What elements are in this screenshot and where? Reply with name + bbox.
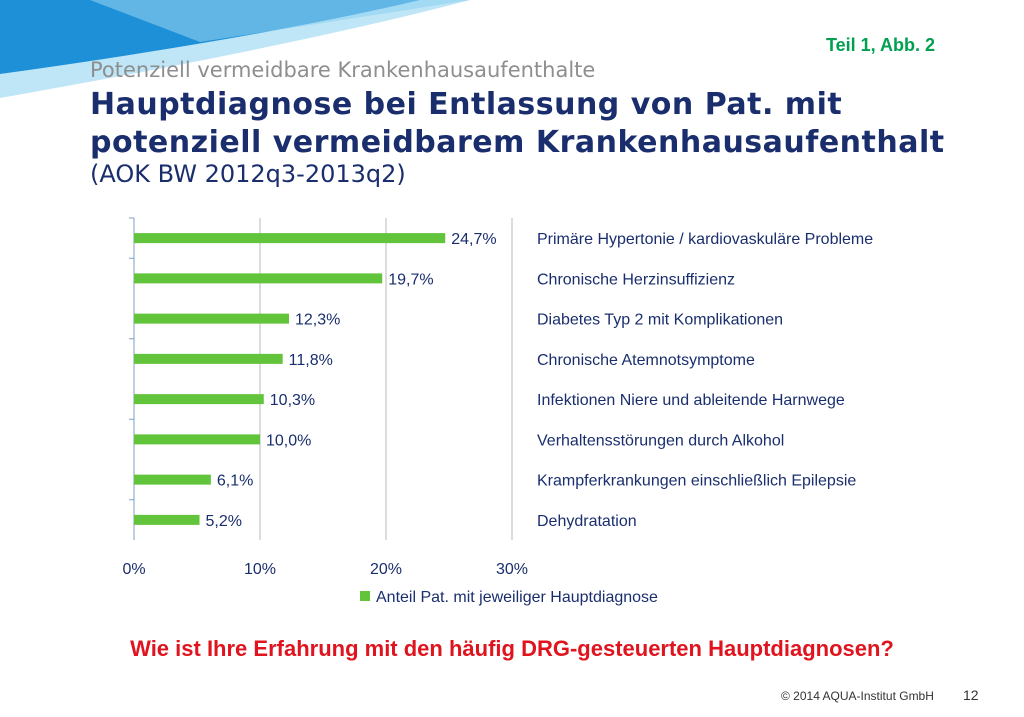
x-tick-labels: 0% 10% 20% 30% — [122, 561, 528, 578]
category-label: Dehydratation — [537, 513, 637, 530]
bar — [134, 273, 383, 284]
x-tick-label: 10% — [244, 561, 276, 578]
bar — [134, 313, 289, 324]
copyright-notice: © 2014 AQUA-Institut GmbH — [781, 689, 934, 703]
slide-title: Hauptdiagnose bei Entlassung von Pat. mi… — [90, 86, 945, 162]
value-labels: 24,7% 19,7% 12,3% 11,8% 10,3% 10,0% 6,1% 5,2% — [206, 231, 497, 530]
title-line-1: Hauptdiagnose bei Entlassung von Pat. mi… — [90, 87, 843, 122]
bars — [134, 233, 446, 525]
bar — [134, 353, 283, 364]
bar — [134, 233, 446, 244]
grid-lines — [129, 217, 513, 540]
bar — [134, 514, 200, 525]
title-line-2: potenziell vermeidbarem Krankenhausaufen… — [90, 125, 945, 160]
slide-period: (AOK BW 2012q3-2013q2) — [90, 160, 406, 188]
category-label: Chronische Herzinsuffizienz — [537, 271, 735, 288]
legend: Anteil Pat. mit jeweiliger Hauptdiagnose — [360, 589, 658, 606]
data-label: 19,7% — [388, 271, 433, 288]
data-label: 10,0% — [266, 432, 311, 449]
data-label: 6,1% — [217, 473, 253, 490]
category-labels: Primäre Hypertonie / kardiovaskuläre Pro… — [537, 231, 873, 530]
category-label: Verhaltensstörungen durch Alkohol — [537, 432, 784, 449]
x-tick-label: 0% — [122, 561, 145, 578]
legend-label: Anteil Pat. mit jeweiliger Hauptdiagnose — [376, 589, 658, 606]
header-decoration — [0, 0, 470, 98]
page-number: 12 — [963, 687, 979, 703]
category-label: Infektionen Niere und ableitende Harnweg… — [537, 392, 845, 409]
x-tick-label: 20% — [370, 561, 402, 578]
data-label: 11,8% — [289, 352, 333, 369]
data-label: 12,3% — [295, 312, 340, 329]
x-tick-label: 30% — [496, 561, 528, 578]
bar — [134, 474, 211, 485]
figure-reference: Teil 1, Abb. 2 — [826, 35, 936, 55]
data-label: 5,2% — [206, 513, 242, 530]
discussion-question: Wie ist Ihre Erfahrung mit den häufig DR… — [130, 636, 894, 661]
category-label: Diabetes Typ 2 mit Komplikationen — [537, 312, 783, 329]
bar — [134, 394, 264, 405]
category-label: Krampferkrankungen einschließlich Epilep… — [537, 473, 856, 490]
data-label: 24,7% — [451, 231, 496, 248]
bar — [134, 434, 260, 445]
category-label: Chronische Atemnotsymptome — [537, 352, 755, 369]
slide-supertitle: Potenziell vermeidbare Krankenhausaufent… — [90, 58, 596, 82]
category-label: Primäre Hypertonie / kardiovaskuläre Pro… — [537, 231, 873, 248]
legend-swatch — [360, 591, 370, 601]
data-label: 10,3% — [270, 392, 315, 409]
